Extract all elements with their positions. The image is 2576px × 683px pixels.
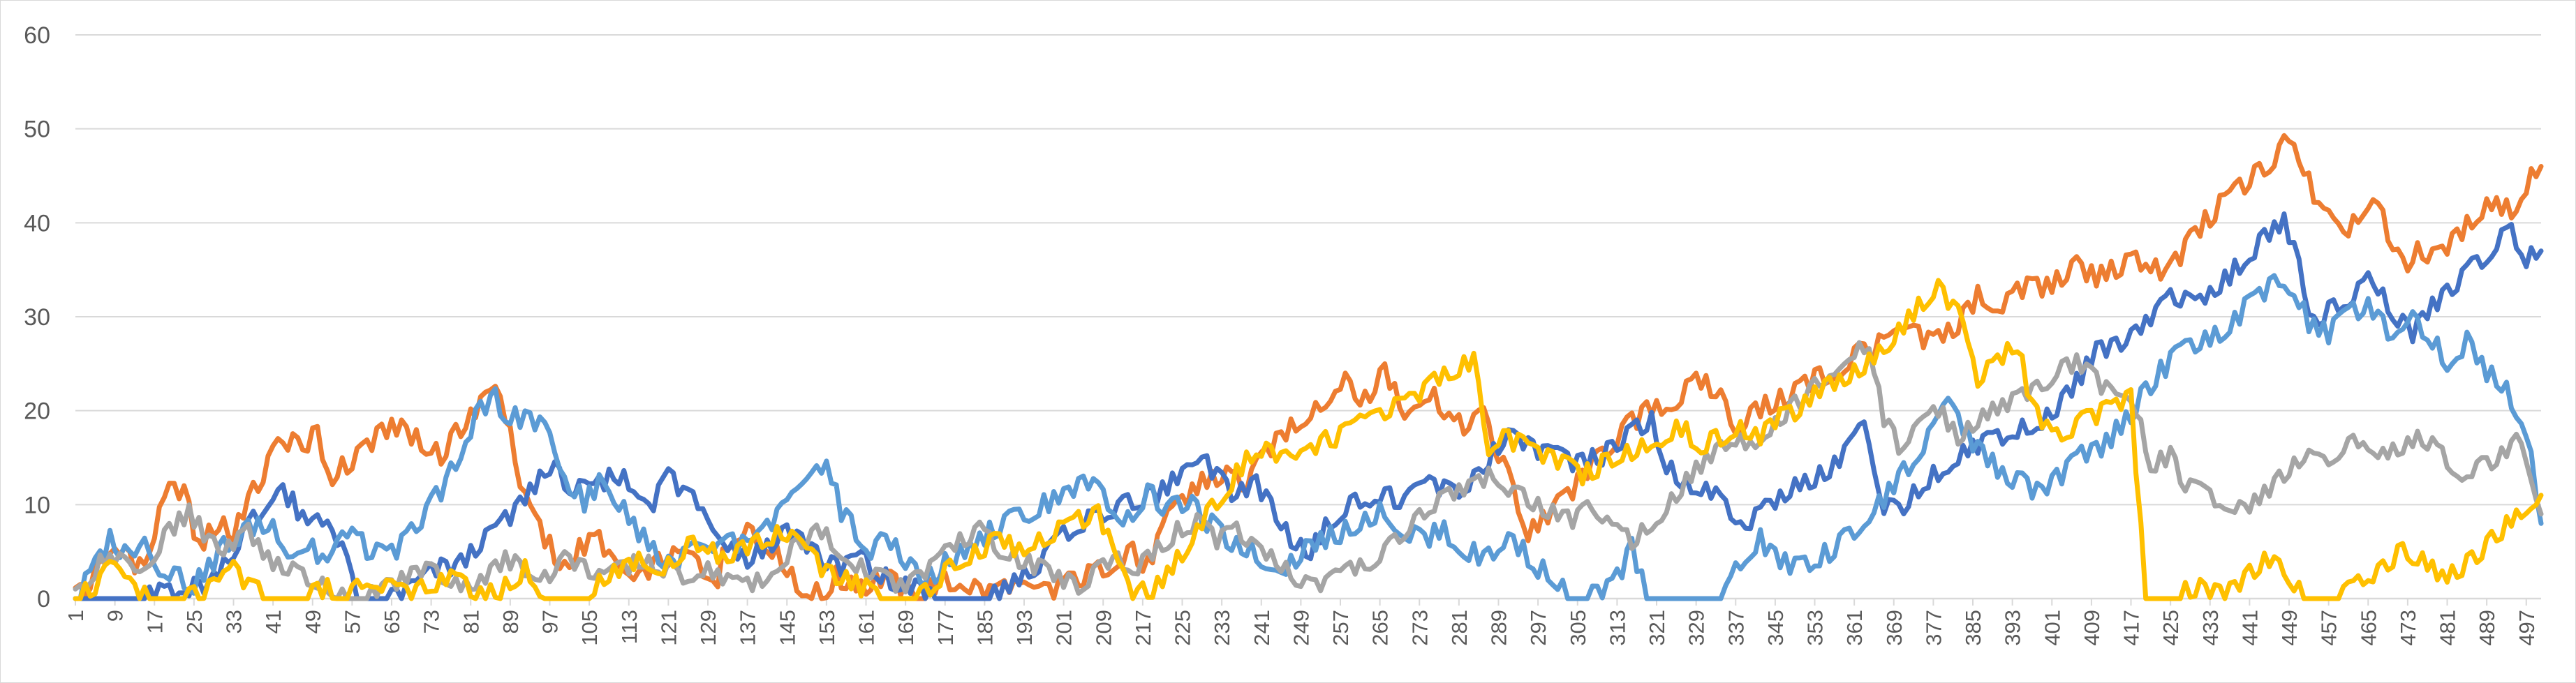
x-tick-label: 265 — [1368, 610, 1393, 646]
x-tick-label: 57 — [340, 610, 364, 633]
x-tick-label: 193 — [1012, 610, 1037, 646]
x-tick-label: 329 — [1685, 610, 1709, 646]
x-tick-label: 465 — [2356, 610, 2381, 646]
x-tick-label: 1 — [64, 610, 88, 622]
x-tick-label: 489 — [2475, 610, 2499, 646]
y-tick-label: 20 — [24, 398, 50, 425]
x-tick-label: 217 — [1131, 610, 1155, 646]
x-tick-label: 225 — [1171, 610, 1195, 646]
x-tick-label: 241 — [1250, 610, 1274, 646]
x-tick-label: 145 — [775, 610, 799, 646]
x-tick-label: 377 — [1921, 610, 1946, 646]
x-tick-label: 97 — [538, 610, 563, 633]
x-tick-label: 409 — [2080, 610, 2104, 646]
x-tick-label: 433 — [2198, 610, 2223, 646]
x-tick-label: 449 — [2277, 610, 2302, 646]
x-tick-label: 137 — [736, 610, 760, 646]
x-tick-label: 257 — [1328, 610, 1353, 646]
x-tick-label: 249 — [1289, 610, 1313, 646]
x-tick-label: 81 — [459, 610, 483, 633]
x-tick-label: 49 — [301, 610, 325, 633]
x-tick-label: 129 — [696, 610, 720, 646]
x-tick-label: 33 — [222, 610, 246, 633]
x-tick-label: 177 — [933, 610, 958, 646]
x-tick-label: 65 — [380, 610, 404, 633]
x-tick-label: 401 — [2040, 610, 2064, 646]
x-tick-label: 185 — [972, 610, 997, 646]
x-tick-label: 417 — [2119, 610, 2144, 646]
x-tick-label: 457 — [2317, 610, 2341, 646]
x-tick-label: 209 — [1091, 610, 1116, 646]
y-tick-label: 50 — [24, 117, 50, 143]
x-tick-label: 73 — [420, 610, 444, 633]
series-line-5 — [73, 278, 2544, 601]
y-tick-label: 60 — [24, 22, 50, 49]
x-tick-label: 17 — [142, 610, 167, 633]
x-tick-label: 441 — [2237, 610, 2262, 646]
y-tick-label: 30 — [24, 304, 50, 331]
x-tick-label: 361 — [1842, 610, 1867, 646]
x-tick-label: 9 — [103, 610, 128, 622]
x-tick-label: 305 — [1566, 610, 1590, 646]
x-tick-label: 89 — [498, 610, 523, 633]
series-line-2 — [73, 211, 2544, 601]
x-tick-label: 369 — [1882, 610, 1907, 646]
x-tick-label: 273 — [1407, 610, 1432, 646]
x-tick-label: 201 — [1052, 610, 1076, 646]
x-tick-label: 41 — [261, 610, 286, 633]
x-tick-label: 121 — [656, 610, 681, 646]
x-tick-label: 481 — [2436, 610, 2460, 646]
x-tick-label: 161 — [854, 610, 879, 646]
x-tick-label: 393 — [2001, 610, 2025, 646]
x-tick-label: 497 — [2515, 610, 2539, 646]
series-line-1 — [73, 133, 2544, 601]
x-tick-label: 313 — [1605, 610, 1629, 646]
x-tick-label: 385 — [1961, 610, 1985, 646]
x-tick-label: 233 — [1210, 610, 1234, 646]
x-tick-label: 169 — [894, 610, 918, 646]
series-line-3 — [73, 273, 2544, 601]
x-tick-label: 345 — [1763, 610, 1788, 646]
x-tick-label: 153 — [815, 610, 839, 646]
x-tick-label: 321 — [1645, 610, 1669, 646]
axes: 0 10 20 30 40 50 60 1 9 17 25 33 41 49 57 65 73 81 89 97 105… — [24, 22, 2539, 646]
y-tick-label: 10 — [24, 492, 50, 518]
y-tick-label: 0 — [37, 586, 50, 613]
x-tick-label: 473 — [2396, 610, 2420, 646]
series-lines — [73, 133, 2544, 601]
y-tick-label: 40 — [24, 210, 50, 237]
x-tick-label: 113 — [617, 610, 642, 644]
x-tick-label: 289 — [1487, 610, 1511, 646]
x-tick-label: 105 — [577, 610, 602, 646]
x-tick-label: 25 — [182, 610, 207, 633]
x-tick-label: 337 — [1724, 610, 1748, 646]
x-tick-label: 281 — [1447, 610, 1472, 646]
x-tick-label: 353 — [1803, 610, 1828, 646]
x-tick-label: 425 — [2159, 610, 2183, 646]
x-tick-label: 297 — [1526, 610, 1550, 646]
